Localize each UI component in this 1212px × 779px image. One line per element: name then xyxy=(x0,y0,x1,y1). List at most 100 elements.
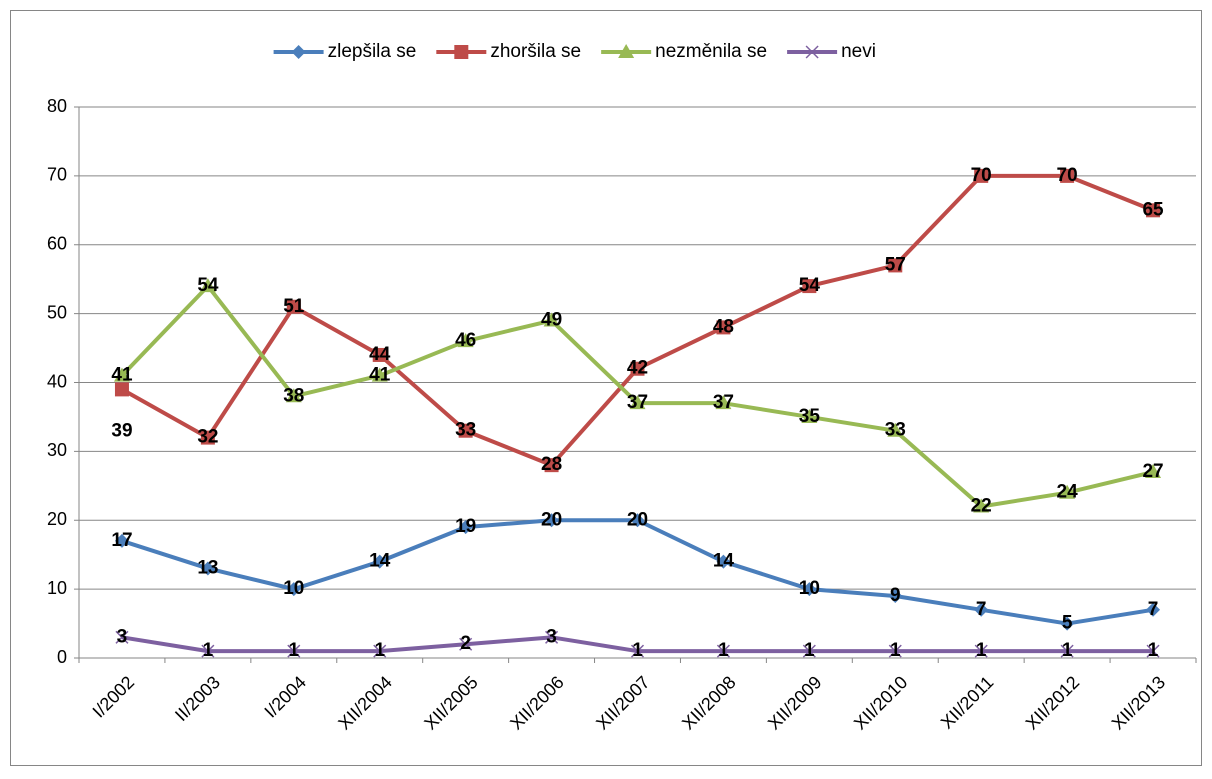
y-tick-label: 10 xyxy=(47,578,67,598)
data-point xyxy=(458,423,473,438)
data-label: 37 xyxy=(713,392,734,413)
data-point xyxy=(887,422,904,437)
y-tick-label: 30 xyxy=(47,440,67,460)
data-label: 46 xyxy=(455,330,476,351)
legend-label: nevi xyxy=(841,41,876,62)
data-point xyxy=(716,644,730,658)
data-point xyxy=(287,644,301,658)
data-label: 19 xyxy=(455,516,476,537)
data-label: 38 xyxy=(283,385,304,406)
data-point xyxy=(371,367,388,382)
data-label: 3 xyxy=(546,626,557,647)
legend-marker xyxy=(454,45,469,59)
data-label: 5 xyxy=(1062,613,1073,634)
y-tick-label: 0 xyxy=(57,647,67,667)
data-point xyxy=(544,513,559,528)
data-point xyxy=(286,582,301,597)
data-label: 14 xyxy=(713,551,735,572)
y-tick-label: 70 xyxy=(47,165,67,185)
data-point xyxy=(1060,168,1075,183)
data-label: 28 xyxy=(541,454,562,475)
data-label: 42 xyxy=(627,358,648,379)
data-label: 70 xyxy=(1057,165,1078,186)
y-tick-label: 60 xyxy=(47,234,67,254)
data-label: 7 xyxy=(1148,599,1159,620)
data-point xyxy=(115,630,129,644)
data-label: 44 xyxy=(369,344,391,365)
data-point xyxy=(801,408,818,423)
data-label: 1 xyxy=(976,640,987,661)
data-point xyxy=(1146,644,1160,658)
data-label: 51 xyxy=(283,296,305,317)
data-point xyxy=(373,644,387,658)
data-label: 1 xyxy=(203,640,214,661)
data-point xyxy=(716,554,731,569)
data-point xyxy=(802,644,816,658)
data-point xyxy=(459,637,473,651)
data-label: 33 xyxy=(885,420,906,441)
data-point xyxy=(285,388,302,403)
data-point xyxy=(543,312,560,327)
data-point xyxy=(200,561,215,576)
data-point xyxy=(114,533,129,548)
data-point xyxy=(200,430,215,445)
data-point xyxy=(630,644,645,658)
data-point xyxy=(1059,484,1076,499)
data-label: 1 xyxy=(1148,640,1159,661)
data-label: 65 xyxy=(1142,199,1164,220)
data-label: 3 xyxy=(117,626,128,647)
data-label: 13 xyxy=(197,557,218,578)
data-point xyxy=(716,320,731,335)
data-label: 54 xyxy=(197,275,219,296)
data-label: 1 xyxy=(804,640,815,661)
y-tick-label: 40 xyxy=(47,371,67,391)
chart-border xyxy=(10,10,1202,766)
legend-marker xyxy=(291,45,306,59)
data-label: 17 xyxy=(111,530,132,551)
data-point xyxy=(1145,464,1162,479)
data-point xyxy=(457,333,474,348)
data-point xyxy=(973,498,990,513)
data-label: 41 xyxy=(369,365,391,386)
y-tick-label: 50 xyxy=(47,302,67,322)
data-label: 1 xyxy=(632,640,643,661)
data-label: 49 xyxy=(541,310,562,331)
data-label: 10 xyxy=(283,578,304,599)
data-point xyxy=(372,347,387,362)
data-point xyxy=(974,168,989,183)
data-point xyxy=(1060,644,1074,658)
data-label: 14 xyxy=(369,551,391,572)
legend-marker xyxy=(805,45,819,59)
data-label: 37 xyxy=(627,392,648,413)
data-label: 1 xyxy=(1062,640,1073,661)
data-label: 48 xyxy=(713,316,734,337)
data-label: 32 xyxy=(197,427,218,448)
data-label: 20 xyxy=(541,509,562,530)
data-label: 57 xyxy=(885,254,906,275)
legend-label: nezměnila se xyxy=(655,41,767,62)
data-label: 1 xyxy=(289,640,300,661)
data-point xyxy=(372,554,387,569)
data-label: 24 xyxy=(1057,482,1079,503)
data-point xyxy=(802,582,817,597)
data-label: 70 xyxy=(971,165,992,186)
data-point xyxy=(974,602,989,617)
data-label: 39 xyxy=(111,420,132,441)
data-point xyxy=(201,644,215,658)
data-label: 1 xyxy=(374,640,385,661)
legend-marker xyxy=(618,44,635,58)
data-point xyxy=(458,520,473,535)
data-point xyxy=(1146,602,1161,617)
data-point xyxy=(113,367,130,382)
data-label: 54 xyxy=(799,275,821,296)
data-point xyxy=(1146,203,1161,218)
legend-label: zlepšila se xyxy=(328,41,417,62)
data-label: 7 xyxy=(976,599,987,620)
data-label: 20 xyxy=(627,509,648,530)
data-point xyxy=(630,513,645,528)
data-point xyxy=(199,278,216,293)
data-point xyxy=(974,644,988,658)
data-point xyxy=(114,382,129,397)
data-label: 27 xyxy=(1142,461,1163,482)
